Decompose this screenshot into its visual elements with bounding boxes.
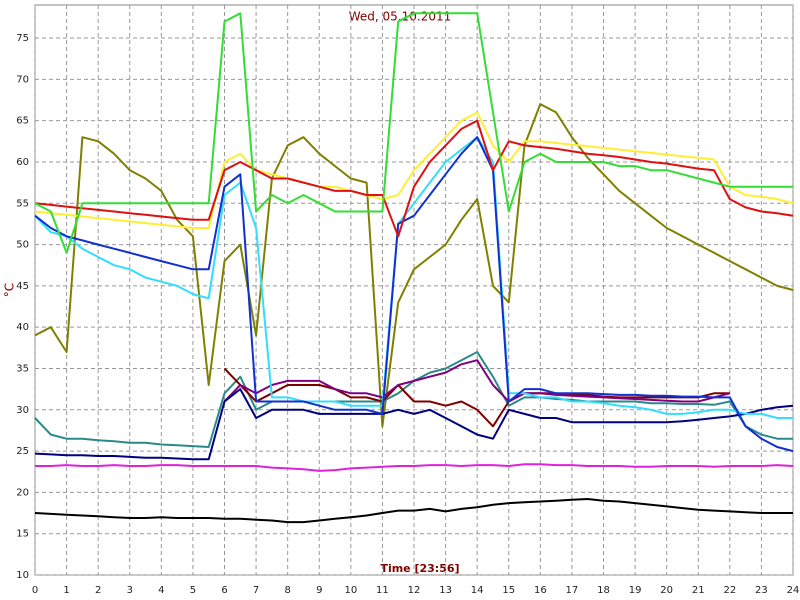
- x-tick-label: 3: [127, 585, 133, 596]
- y-tick-label: 25: [16, 446, 29, 457]
- y-tick-label: 55: [16, 198, 29, 209]
- x-tick-label: 11: [376, 585, 389, 596]
- x-tick-label: 20: [660, 585, 673, 596]
- x-axis-label: Time [23:56]: [380, 562, 459, 575]
- y-tick-label: 20: [16, 487, 29, 498]
- y-tick-label: 40: [16, 322, 29, 333]
- series-line: [34, 498, 793, 524]
- series-line: [34, 12, 793, 254]
- y-tick-label: 30: [16, 405, 29, 416]
- x-tick-label: 17: [566, 585, 579, 596]
- x-tick-label: 24: [787, 585, 800, 596]
- x-tick-label: 10: [344, 585, 357, 596]
- series-line: [35, 463, 794, 472]
- y-tick-label: 60: [16, 157, 29, 168]
- series-line: [34, 119, 794, 238]
- x-tick-label: 21: [692, 585, 705, 596]
- x-tick-label: 2: [95, 585, 101, 596]
- x-tick-label: 13: [439, 585, 452, 596]
- series-line: [34, 136, 794, 453]
- x-tick-label: 14: [471, 585, 484, 596]
- x-tick-label: 22: [723, 585, 736, 596]
- x-tick-label: 0: [32, 585, 38, 596]
- series-line: [34, 111, 794, 229]
- x-tick-label: 9: [316, 585, 322, 596]
- x-tick-label: 18: [597, 585, 610, 596]
- x-tick-label: 1: [63, 585, 69, 596]
- y-tick-label: 50: [16, 240, 29, 251]
- x-tick-label: 23: [755, 585, 768, 596]
- series-line: [223, 359, 731, 403]
- x-tick-label: 8: [284, 585, 290, 596]
- y-axis-label: °C: [3, 283, 17, 297]
- y-tick-label: 35: [16, 363, 29, 374]
- y-tick-label: 45: [16, 281, 29, 292]
- x-tick-label: 4: [158, 585, 164, 596]
- y-tick-label: 65: [16, 116, 29, 127]
- x-tick-label: 15: [502, 585, 515, 596]
- x-tick-label: 6: [221, 585, 227, 596]
- x-tick-label: 16: [534, 585, 547, 596]
- x-tick-label: 5: [190, 585, 196, 596]
- x-tick-label: 19: [629, 585, 642, 596]
- x-tick-label: 7: [253, 585, 259, 596]
- x-tick-label: 12: [408, 585, 421, 596]
- series-line: [34, 136, 793, 419]
- y-tick-label: 75: [16, 33, 29, 44]
- y-tick-label: 15: [16, 529, 29, 540]
- series-line: [34, 388, 794, 461]
- y-tick-label: 70: [16, 74, 29, 85]
- series-line: [34, 103, 794, 428]
- series-line: [223, 367, 730, 428]
- y-tick-label: 10: [16, 570, 29, 581]
